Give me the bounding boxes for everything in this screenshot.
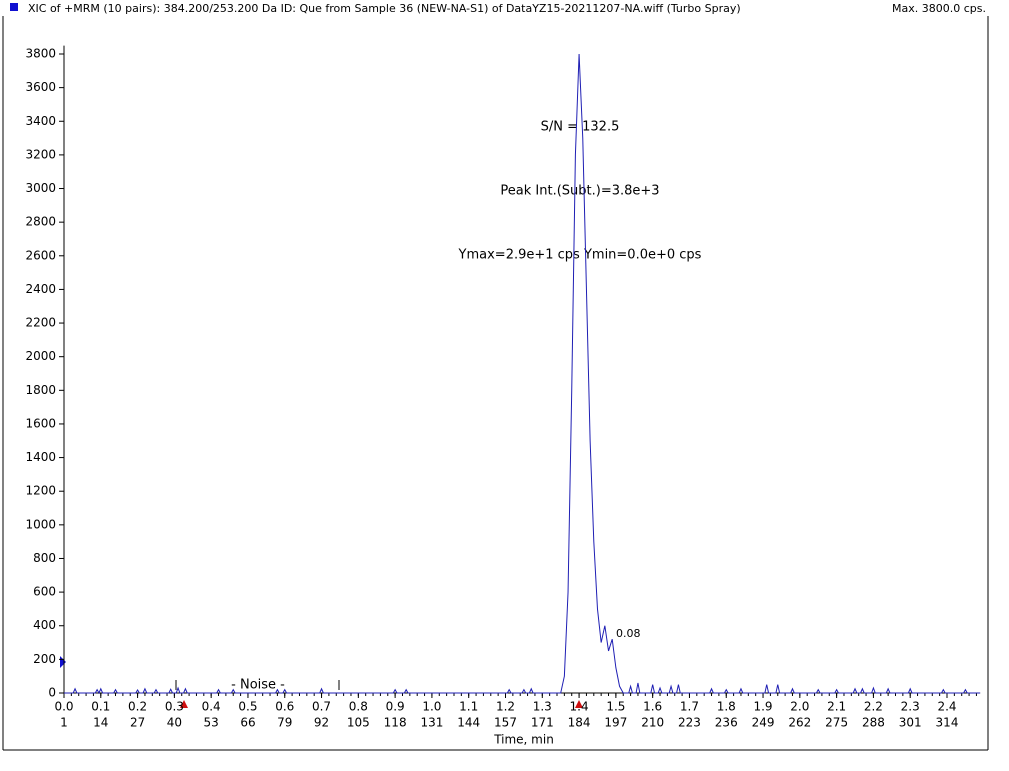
scan-label: 301 [899,716,922,730]
scan-label: 171 [531,716,554,730]
scan-label: 157 [494,716,517,730]
x-tick-label: 0.7 [312,700,331,714]
x-tick-label: 2.4 [937,700,956,714]
scan-label: 197 [604,716,627,730]
y-tick-label: 400 [33,618,56,632]
y-tick-label: 3200 [25,147,56,161]
x-tick-label: 1.6 [643,700,662,714]
y-tick-label: 200 [33,652,56,666]
x-tick-label: 2.1 [827,700,846,714]
chart-title: XIC of +MRM (10 pairs): 384.200/253.200 … [28,2,741,15]
x-tick-label: 0.1 [91,700,110,714]
y-tick-label: 3800 [25,47,56,61]
annotation: - Noise - [231,678,285,693]
x-tick-label: 0.0 [54,700,73,714]
scan-label: 1 [60,716,68,730]
y-tick-label: 1000 [25,517,56,531]
y-tick-label: 2400 [25,282,56,296]
y-tick-label: 1800 [25,383,56,397]
integration-marker [180,700,188,708]
integration-marker [575,700,583,708]
y-tick-label: 3400 [25,114,56,128]
baseline-marker [60,656,66,668]
x-tick-label: 1.4 [570,700,589,714]
y-tick-label: 2600 [25,248,56,262]
x-tick-label: 1.9 [753,700,772,714]
scan-label: 184 [568,716,591,730]
annotation: 0.08 [616,627,641,640]
x-tick-label: 2.2 [864,700,883,714]
y-tick-label: 2800 [25,215,56,229]
scan-label: 262 [788,716,811,730]
scan-label: 40 [167,716,182,730]
scan-label: 79 [277,716,292,730]
y-tick-label: 1600 [25,416,56,430]
x-tick-label: 0.4 [202,700,221,714]
x-tick-label: 1.7 [680,700,699,714]
scan-label: 118 [384,716,407,730]
legend-swatch [10,3,18,11]
y-tick-label: 1200 [25,484,56,498]
scan-label: 223 [678,716,701,730]
x-tick-label: 1.1 [459,700,478,714]
max-label: Max. 3800.0 cps. [892,2,986,15]
scan-label: 249 [752,716,775,730]
x-tick-label: 0.8 [349,700,368,714]
scan-label: 27 [130,716,145,730]
annotation: S/N = 132.5 [541,120,620,135]
annotation: Ymax=2.9e+1 cps Ymin=0.0e+0 cps [458,248,702,263]
scan-label: 144 [457,716,480,730]
y-tick-label: 800 [33,551,56,565]
x-tick-label: 2.3 [901,700,920,714]
scan-label: 210 [641,716,664,730]
y-tick-label: 1400 [25,450,56,464]
y-tick-label: 600 [33,585,56,599]
x-tick-label: 0.9 [386,700,405,714]
x-tick-label: 0.5 [238,700,257,714]
scan-label: 314 [936,716,959,730]
x-tick-label: 1.2 [496,700,515,714]
scan-label: 53 [204,716,219,730]
y-tick-label: 3000 [25,181,56,195]
trace-line [64,53,981,695]
y-tick-label: 3600 [25,80,56,94]
x-tick-label: 1.0 [422,700,441,714]
x-tick-label: 0.6 [275,700,294,714]
scan-label: 288 [862,716,885,730]
y-tick-label: 0 [48,686,56,700]
x-tick-label: 2.0 [790,700,809,714]
scan-label: 131 [420,716,443,730]
scan-label: 105 [347,716,370,730]
x-tick-label: 0.3 [165,700,184,714]
x-tick-label: 1.8 [717,700,736,714]
scan-label: 275 [825,716,848,730]
scan-label: 92 [314,716,329,730]
scan-label: 14 [93,716,108,730]
x-axis-label: Time, min [493,733,554,747]
x-tick-label: 0.2 [128,700,147,714]
scan-label: 66 [240,716,255,730]
x-tick-label: 1.3 [533,700,552,714]
x-tick-label: 1.5 [606,700,625,714]
y-tick-label: 2200 [25,316,56,330]
y-tick-label: 2000 [25,349,56,363]
annotation: Peak Int.(Subt.)=3.8e+3 [500,184,659,199]
scan-label: 236 [715,716,738,730]
